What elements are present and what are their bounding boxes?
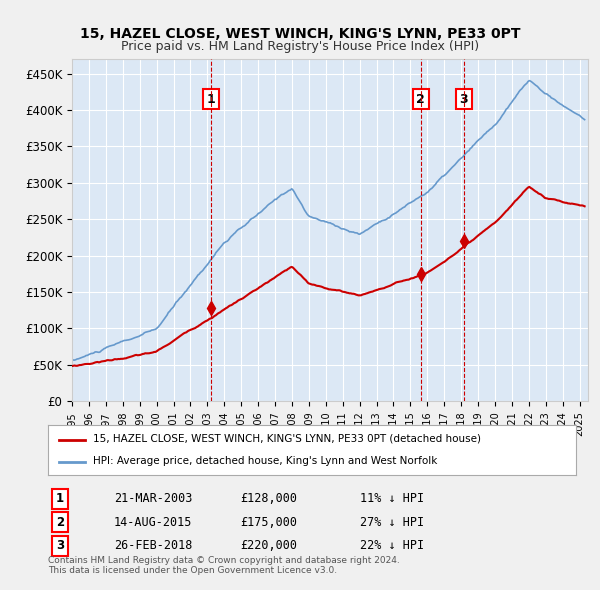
Text: HPI: Average price, detached house, King's Lynn and West Norfolk: HPI: Average price, detached house, King… (93, 457, 437, 467)
Text: 3: 3 (460, 93, 468, 106)
Text: 15, HAZEL CLOSE, WEST WINCH, KING'S LYNN, PE33 0PT (detached house): 15, HAZEL CLOSE, WEST WINCH, KING'S LYNN… (93, 434, 481, 444)
Text: 1: 1 (56, 492, 64, 505)
Text: 3: 3 (56, 539, 64, 552)
Text: 14-AUG-2015: 14-AUG-2015 (114, 516, 193, 529)
Text: 22% ↓ HPI: 22% ↓ HPI (360, 539, 424, 552)
Text: 26-FEB-2018: 26-FEB-2018 (114, 539, 193, 552)
Text: £220,000: £220,000 (240, 539, 297, 552)
Text: 15, HAZEL CLOSE, WEST WINCH, KING'S LYNN, PE33 0PT: 15, HAZEL CLOSE, WEST WINCH, KING'S LYNN… (80, 27, 520, 41)
Text: 11% ↓ HPI: 11% ↓ HPI (360, 492, 424, 505)
Text: £128,000: £128,000 (240, 492, 297, 505)
Text: 1: 1 (206, 93, 215, 106)
Text: 21-MAR-2003: 21-MAR-2003 (114, 492, 193, 505)
Text: 2: 2 (56, 516, 64, 529)
Text: 27% ↓ HPI: 27% ↓ HPI (360, 516, 424, 529)
Text: Contains HM Land Registry data © Crown copyright and database right 2024.
This d: Contains HM Land Registry data © Crown c… (48, 556, 400, 575)
Text: £175,000: £175,000 (240, 516, 297, 529)
Text: 2: 2 (416, 93, 425, 106)
Text: Price paid vs. HM Land Registry's House Price Index (HPI): Price paid vs. HM Land Registry's House … (121, 40, 479, 53)
